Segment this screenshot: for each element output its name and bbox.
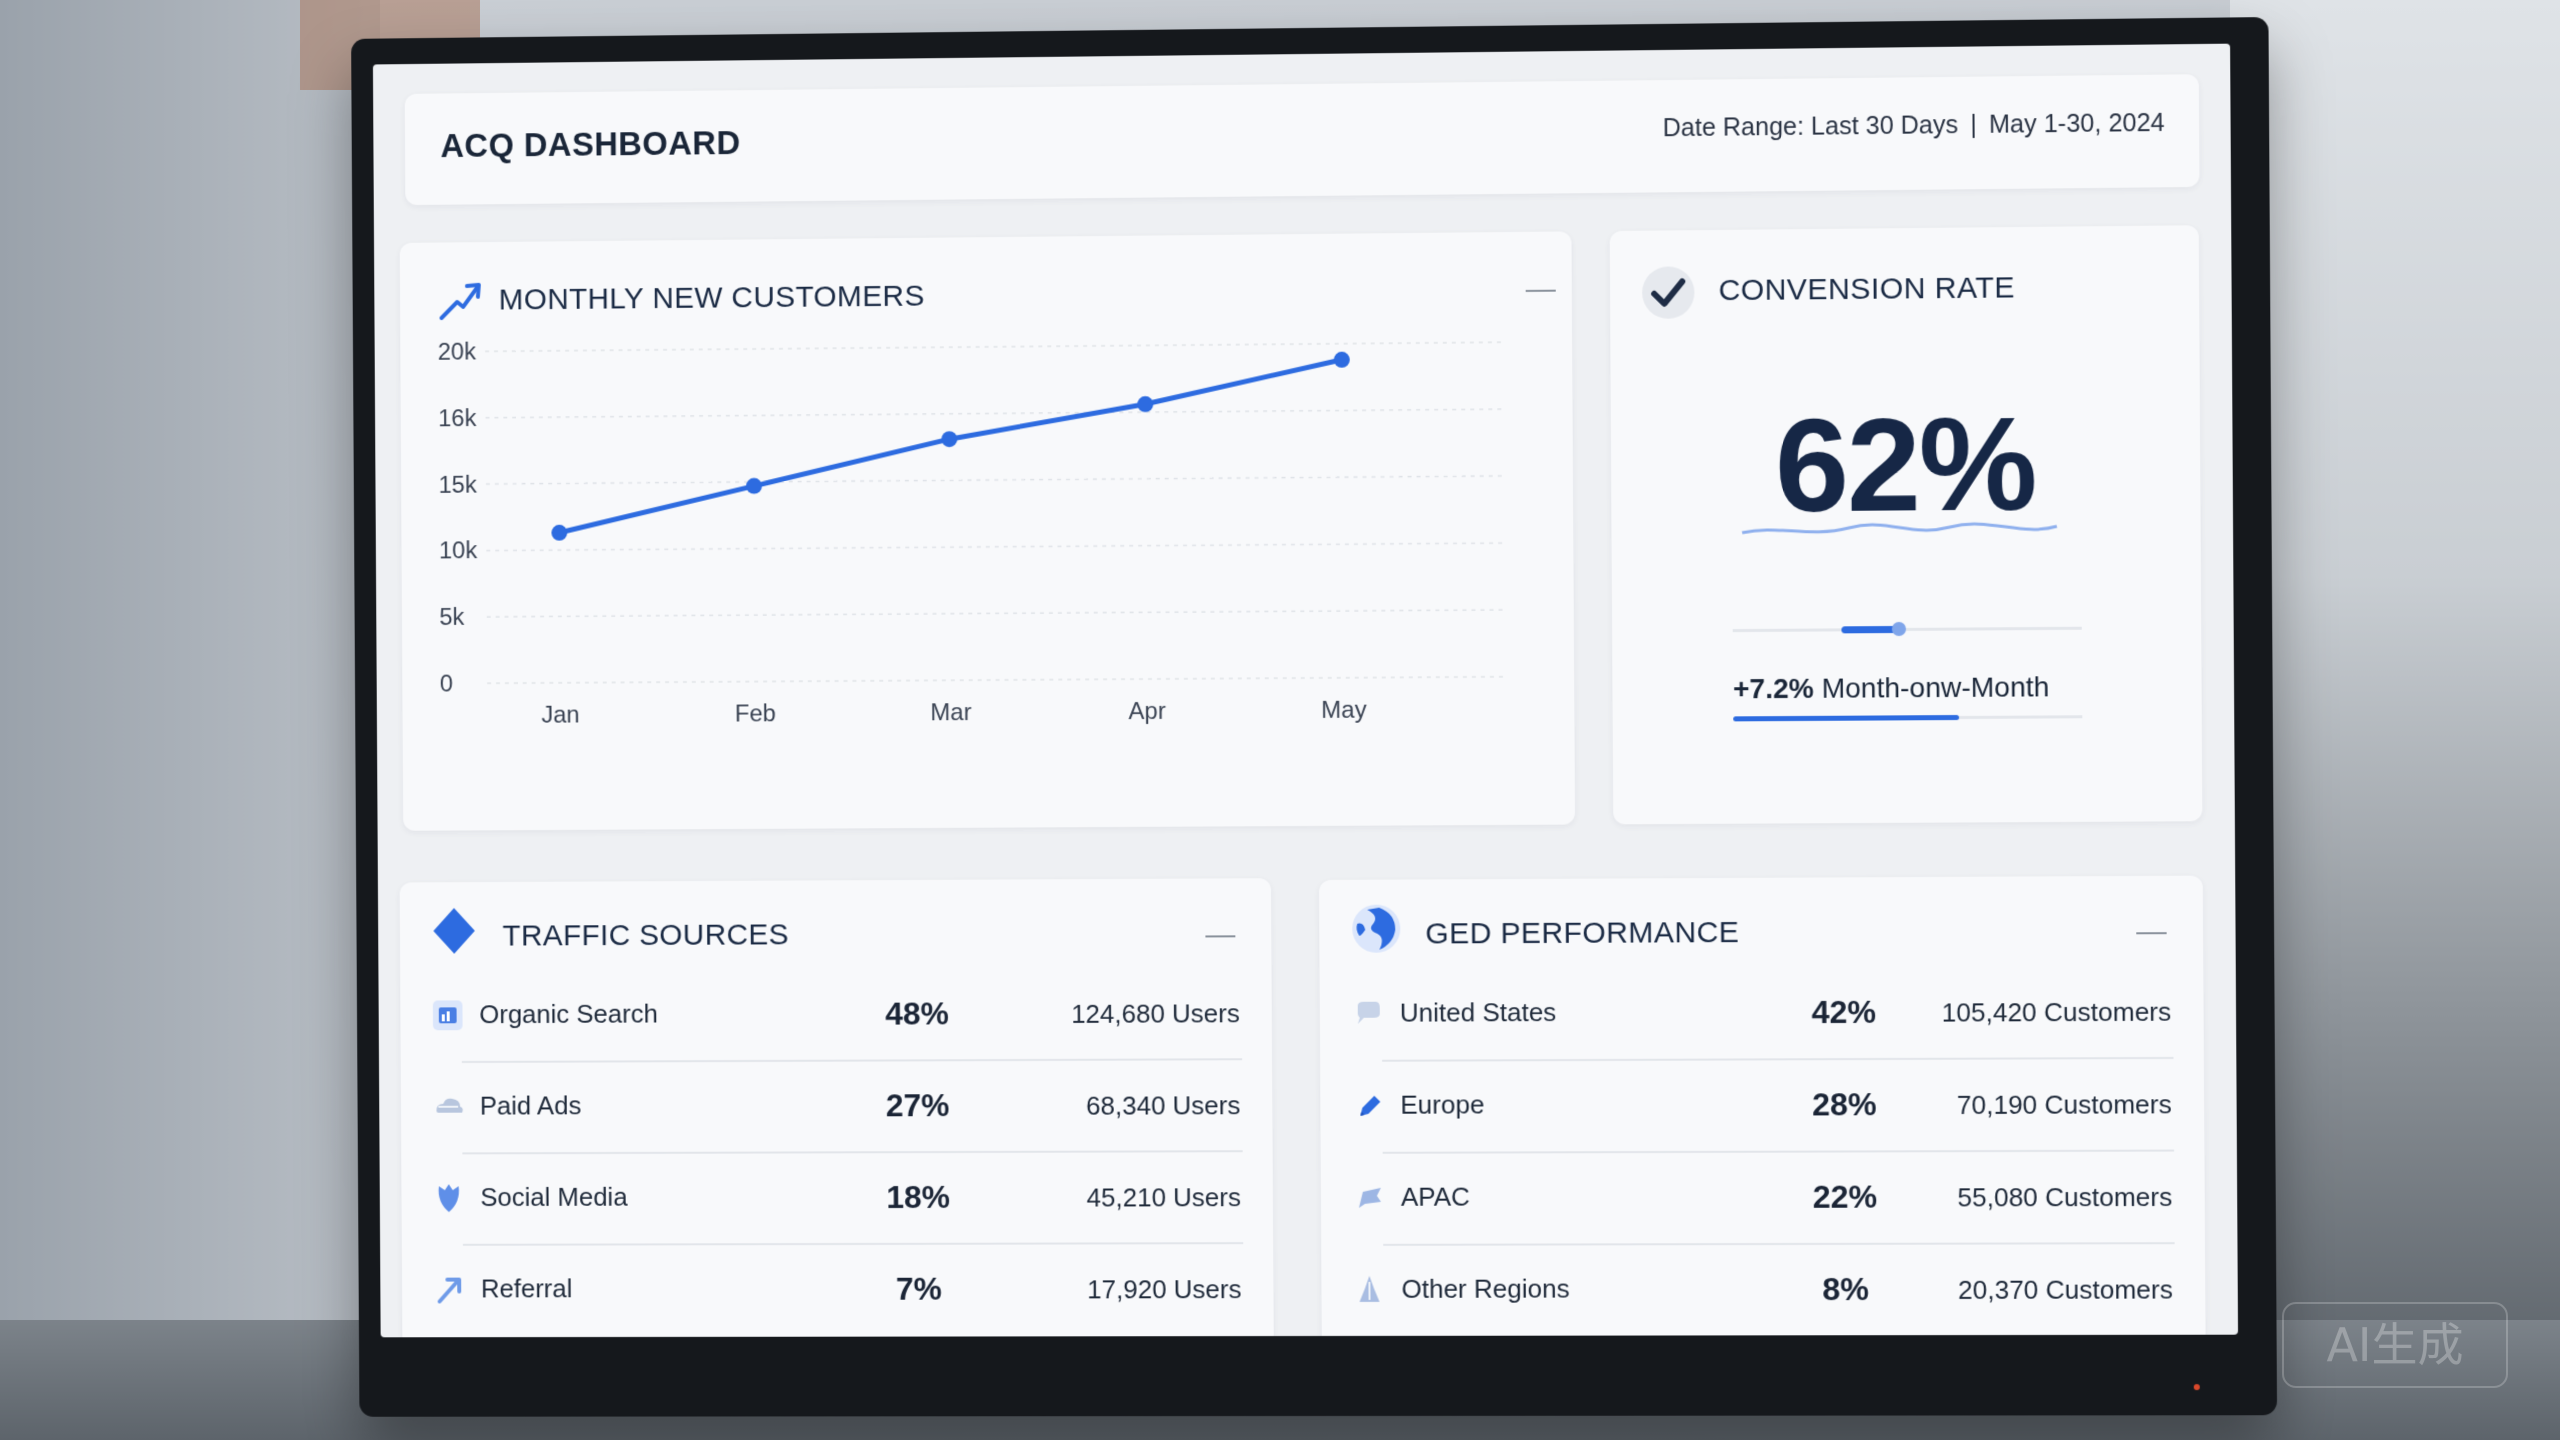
x-tick-label: Jan — [541, 702, 579, 729]
data-point — [746, 477, 763, 495]
chat-bubble-icon — [1357, 1001, 1380, 1024]
row-count: 68,340 Users — [1086, 1090, 1241, 1121]
progress-track — [1732, 626, 2082, 633]
pin-icon — [1359, 1275, 1379, 1302]
traffic-row[interactable]: Paid Ads 27% 68,340 Users — [422, 1060, 1252, 1155]
underline-squiggle — [1738, 514, 2061, 547]
row-percent: 48% — [885, 995, 949, 1032]
geo-performance-title: GED PERFORMANCE — [1425, 916, 1740, 951]
row-percent: 22% — [1812, 1178, 1878, 1215]
grid-line — [486, 543, 1505, 551]
x-tick-label: Mar — [930, 699, 971, 726]
change-value: +7.2% — [1732, 672, 1814, 705]
row-percent: 42% — [1811, 993, 1877, 1031]
row-percent: 7% — [895, 1270, 942, 1307]
geo-row[interactable]: Europe 28% 70,190 Customers — [1342, 1059, 2184, 1154]
row-label: Paid Ads — [479, 1090, 582, 1121]
date-range-label: Date Range: Last 30 Days — [1662, 111, 1959, 143]
cloud-icon — [430, 1098, 463, 1113]
pencil-icon — [1359, 1095, 1380, 1116]
geo-row[interactable]: Other Regions 8% 20,370 Customers — [1343, 1244, 2185, 1337]
x-tick-label: Apr — [1128, 698, 1165, 725]
row-label: APAC — [1400, 1181, 1471, 1212]
watermark: AI生成 — [2282, 1302, 2508, 1388]
y-tick-label: 15k — [439, 471, 477, 498]
background-blur-right — [2230, 0, 2560, 1440]
grid-line — [486, 476, 1505, 484]
geo-performance-card: GED PERFORMANCE United States 42% 105,42… — [1318, 875, 2206, 1338]
x-tick-label: Feb — [735, 700, 776, 727]
flag-icon — [1358, 1187, 1381, 1208]
diamond-icon — [433, 907, 475, 954]
row-label: Europe — [1400, 1089, 1485, 1120]
data-point — [551, 524, 568, 541]
row-count: 70,190 Customers — [1956, 1089, 2172, 1121]
row-count: 55,080 Customers — [1957, 1181, 2173, 1213]
date-range[interactable]: Date Range: Last 30 Days | May 1-30, 2024 — [1663, 109, 2165, 143]
header-bar: ACQ DASHBOARD Date Range: Last 30 Days | M… — [404, 74, 2200, 206]
traffic-row[interactable]: Organic Search 48% 124,680 Users — [422, 968, 1252, 1063]
y-tick-label: 20k — [438, 338, 476, 365]
date-range-value: May 1-30, 2024 — [1988, 108, 2165, 139]
row-label: Organic Search — [479, 998, 658, 1030]
minimize-button[interactable] — [1205, 935, 1236, 938]
grid-line — [486, 409, 1505, 418]
power-led — [2193, 1384, 2200, 1391]
row-percent: 8% — [1822, 1270, 1869, 1308]
grid-line — [485, 342, 1504, 351]
y-tick-label: 5k — [439, 604, 464, 631]
arrow-icon — [432, 1272, 468, 1308]
grid-line — [487, 677, 1506, 684]
progress-knob[interactable] — [1891, 621, 1907, 637]
row-count: 124,680 Users — [1071, 998, 1240, 1029]
change-label: Month-onw-Month — [1821, 671, 2050, 704]
y-tick-label: 16k — [438, 405, 476, 432]
line-chart: 20k 16k 15k 10k 5k 0 Jan Feb Mar Apr May — [438, 338, 1575, 729]
row-count: 17,920 Users — [1087, 1274, 1242, 1305]
data-point — [1137, 396, 1154, 413]
row-label: Social Media — [480, 1181, 628, 1212]
y-tick-label: 0 — [440, 671, 453, 698]
row-percent: 18% — [886, 1178, 951, 1215]
row-label: Other Regions — [1401, 1273, 1570, 1304]
row-label: United States — [1399, 997, 1557, 1028]
row-count: 105,420 Customers — [1941, 996, 2172, 1028]
row-count: 20,370 Customers — [1957, 1274, 2173, 1305]
screen: ACQ DASHBOARD Date Range: Last 30 Days | M… — [372, 43, 2239, 1338]
month-over-month-change: +7.2% Month-onw-Month — [1733, 671, 2050, 705]
y-tick-label: 10k — [439, 538, 477, 565]
monthly-customers-card: MONTHLY NEW CUSTOMERS 20k 16k 15k 10k 5k 0 Jan… — [399, 231, 1576, 831]
x-tick-label: May — [1321, 697, 1367, 724]
geo-row[interactable]: United States 42% 105,420 Customers — [1342, 966, 2184, 1062]
checkmark-icon — [1641, 266, 1695, 319]
globe-icon — [1351, 904, 1400, 953]
shield-icon — [438, 1184, 460, 1213]
traffic-sources-card: TRAFFIC SOURCES Organic Search 48% 124,6… — [399, 878, 1274, 1338]
traffic-row[interactable]: Social Media 18% 45,210 Users — [423, 1152, 1253, 1246]
conversion-rate-title: CONVENSION RATE — [1718, 271, 2015, 308]
change-bar — [1733, 715, 1960, 722]
page-title: ACQ DASHBOARD — [440, 124, 741, 165]
grid-line — [487, 610, 1506, 617]
traffic-row[interactable]: Referral 7% 17,920 Users — [423, 1244, 1253, 1337]
row-count: 45,210 Users — [1086, 1182, 1242, 1213]
data-point — [1333, 351, 1350, 368]
background-blur-left — [0, 0, 380, 1440]
row-label: Referral — [480, 1273, 573, 1304]
conversion-rate-card: CONVENSION RATE 62% +7.2% Month-onw-Mont… — [1609, 225, 2203, 825]
monitor: ACQ DASHBOARD Date Range: Last 30 Days | M… — [351, 17, 2278, 1417]
date-range-separator: | — [1970, 110, 1977, 140]
row-percent: 27% — [885, 1087, 950, 1124]
chart-box-icon — [432, 1000, 463, 1031]
geo-row[interactable]: APAC 22% 55,080 Customers — [1343, 1152, 2185, 1246]
traffic-sources-title: TRAFFIC SOURCES — [502, 918, 789, 953]
minimize-button[interactable] — [2136, 932, 2167, 935]
data-point — [941, 431, 958, 448]
row-percent: 28% — [1811, 1086, 1877, 1123]
